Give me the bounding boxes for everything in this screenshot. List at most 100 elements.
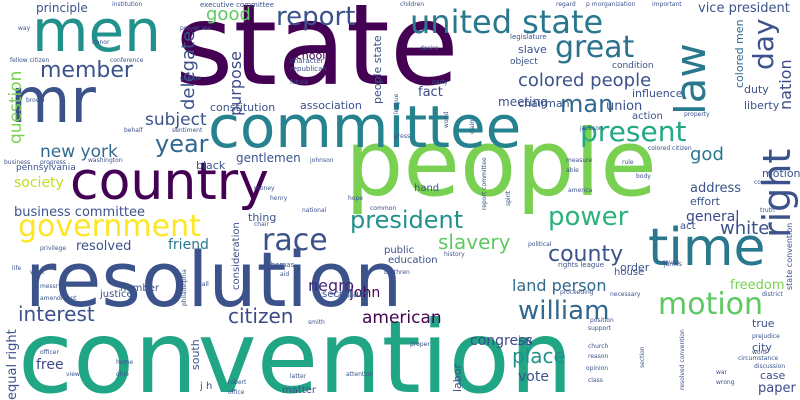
word-colored-men: colored men [733, 19, 746, 88]
word-messr: messr [40, 283, 59, 290]
word-men: men [32, 0, 161, 65]
word-work: work [30, 269, 45, 276]
word-friend: friend [168, 237, 209, 253]
word-county: county [548, 242, 624, 267]
word-consideration: consideration [231, 222, 242, 290]
word-necessary: necessary [610, 291, 641, 298]
word-mr: mr [10, 64, 96, 137]
word-life: life [12, 265, 22, 272]
word-true: true [752, 317, 775, 330]
word-press: press [394, 133, 411, 140]
word-slave: slave [518, 43, 547, 56]
word-j-h: j h [200, 381, 213, 392]
word-thomas: thomas [268, 261, 295, 269]
word-pennsylvania: pennsylvania [16, 163, 76, 173]
word-report: report [276, 2, 356, 32]
word-man: man [560, 90, 614, 118]
word-children: children [400, 1, 425, 8]
word-brethren: brethren [384, 269, 410, 276]
word-wrong: wrong [716, 379, 735, 386]
word-education: education [388, 255, 438, 266]
word-general: general [686, 209, 740, 225]
word-case: case [760, 369, 786, 382]
word-people-state: people state [371, 35, 384, 104]
word-national: national [302, 207, 327, 214]
word-influence: influence [632, 87, 683, 100]
word-negro: negro [308, 276, 355, 295]
word-george: george [180, 75, 202, 82]
word-course: course [754, 179, 775, 186]
word-view: view [66, 371, 80, 378]
word-republican: republican [290, 65, 327, 73]
word-member: member [40, 58, 133, 83]
word-address: address [690, 181, 742, 196]
word-matter: matter [282, 385, 316, 396]
word-brown: brown [26, 97, 45, 104]
word-hand: hand [414, 183, 440, 194]
word-people: people [345, 110, 657, 217]
word-latter: latter [290, 373, 307, 380]
word-amendment: amendment [40, 295, 77, 302]
word-world: world [443, 111, 450, 128]
word-james: james [664, 261, 683, 268]
word-nation: nation [776, 59, 795, 110]
word-circumstance: circumstance [738, 355, 779, 362]
word-interest: interest [18, 302, 95, 326]
word-mind: mind [338, 293, 354, 300]
word-association: association [300, 99, 362, 112]
word-good: good [206, 4, 251, 25]
word-equal-right: equal right [5, 329, 20, 400]
word-colored-citizen: colored citizen [648, 145, 692, 152]
word-johnson: johnson [310, 157, 334, 164]
word-power: power [548, 202, 629, 232]
word-fellow-citizen: fellow citizen [10, 57, 50, 64]
word-party: party [432, 79, 448, 86]
word-order: order [620, 261, 650, 274]
word-committee: committee [208, 93, 522, 161]
word-gentlemen: gentlemen [236, 151, 301, 165]
word-time: time [648, 218, 766, 278]
word-city: city [752, 341, 772, 354]
word-vote: vote [518, 369, 549, 385]
word-important: important [652, 1, 682, 8]
word-william: william [518, 296, 610, 326]
word-thing: thing [248, 211, 277, 224]
word-great: great [555, 30, 635, 65]
word-cause: cause [662, 259, 680, 266]
word-institution: institution [112, 1, 143, 8]
word-american: american [362, 308, 442, 328]
word-way: way [18, 25, 31, 32]
word-league: league [393, 93, 400, 114]
word-year: year [155, 130, 209, 158]
word-philadelphia: philadelphia [181, 269, 188, 306]
word-measure: measure [566, 157, 593, 164]
word-motion-mr: motion mr [762, 167, 800, 180]
word-able: able [566, 167, 579, 174]
word-henry: henry [270, 195, 288, 202]
word-fact: fact [418, 85, 443, 100]
word-labor: labor [451, 363, 464, 392]
word-rights-league: rights league [558, 261, 605, 269]
word-character: character [290, 57, 324, 65]
word-common: common [370, 205, 397, 212]
word-j-w: j w [518, 335, 533, 346]
word-report-committee: report committee [481, 157, 488, 210]
word-free: free [36, 357, 64, 373]
word-prayer-rev: prayer rev [180, 25, 212, 32]
word-reason: reason [588, 353, 609, 360]
word-attention: attention [346, 371, 374, 378]
word-political: political [528, 241, 552, 248]
word-congress: congress [470, 333, 533, 349]
word-future: future [290, 79, 309, 86]
word-vice-president: vice president [698, 1, 790, 16]
word-body: body [636, 173, 651, 180]
word-citizen: citizen [228, 304, 294, 328]
word-prejudice: prejudice [752, 333, 780, 340]
word-principle: principle [36, 1, 88, 15]
word-day: day [747, 18, 780, 70]
word-freedom: freedom [730, 278, 785, 293]
word-number: number [120, 283, 160, 294]
word-spirit: spirit [505, 190, 512, 206]
word-robert: robert [228, 379, 247, 386]
